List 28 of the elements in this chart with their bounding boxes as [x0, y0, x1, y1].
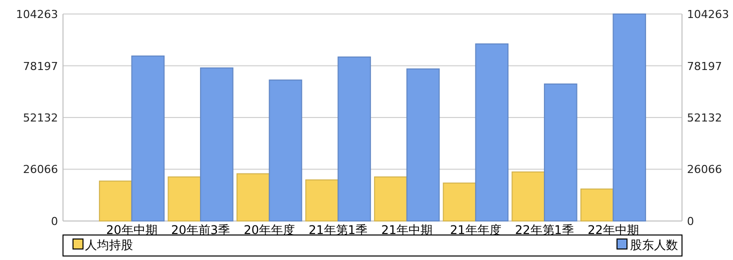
- y2-tick-label: 78197: [687, 60, 722, 73]
- bar: [442, 182, 476, 222]
- bar: [236, 173, 270, 222]
- bar: [168, 176, 202, 222]
- bar: [580, 188, 614, 222]
- bar: [98, 180, 132, 222]
- legend-label: 股东人数: [630, 238, 678, 252]
- bar: [200, 67, 234, 222]
- y2-tick-label: 26066: [687, 163, 722, 176]
- bar: [475, 43, 508, 222]
- bar: [268, 80, 302, 222]
- bar: [374, 176, 408, 222]
- bar: [544, 84, 578, 222]
- y-tick-label: 78197: [23, 60, 58, 73]
- y-tick-label: 104263: [16, 8, 58, 21]
- y-tick-label: 52132: [23, 112, 58, 124]
- bar: [406, 68, 440, 222]
- bar: [338, 56, 371, 222]
- y-tick-label: 26066: [23, 163, 58, 176]
- y2-tick-label: 0: [687, 215, 694, 228]
- bar: [131, 56, 165, 222]
- y-tick-label: 0: [51, 215, 58, 228]
- y2-tick-label: 52132: [687, 112, 722, 124]
- y2-tick-label: 104263: [687, 8, 729, 21]
- bar: [612, 14, 646, 222]
- bar: [305, 179, 339, 222]
- legend-label: 人均持股: [85, 238, 133, 252]
- bar: [512, 171, 545, 222]
